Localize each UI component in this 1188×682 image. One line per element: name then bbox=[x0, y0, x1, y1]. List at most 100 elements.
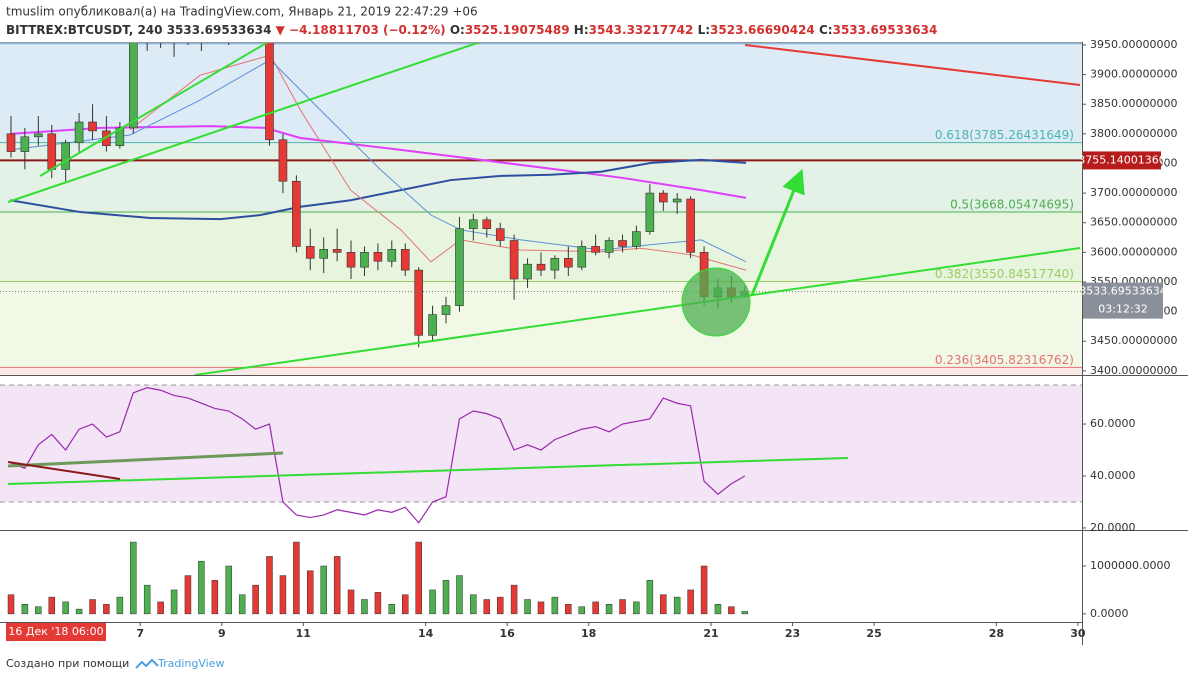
rsi-pane bbox=[0, 384, 1082, 524]
volume-bar bbox=[401, 594, 409, 615]
y-tick-label: 1000000.0000 bbox=[1090, 559, 1170, 572]
countdown-timer: 03:12:32 bbox=[1098, 303, 1147, 316]
volume-bar bbox=[89, 599, 96, 615]
candle-body bbox=[550, 257, 560, 271]
volume-bar bbox=[374, 592, 382, 615]
y-tick-label: 3950.00000000 bbox=[1090, 38, 1177, 51]
volume-bar bbox=[714, 604, 722, 615]
drawings bbox=[7, 42, 1081, 375]
candle-body bbox=[332, 249, 342, 253]
crosshair-label: 16 Дек '18 06:00 bbox=[8, 625, 103, 638]
volume-bar bbox=[388, 604, 396, 615]
candle-body bbox=[686, 198, 695, 253]
candle-body bbox=[659, 192, 668, 203]
forecast-arrow bbox=[750, 168, 805, 296]
y-tick-label: 3850.00000000 bbox=[1090, 97, 1177, 110]
candle-body bbox=[455, 228, 464, 306]
volume-bar bbox=[35, 606, 42, 615]
volume-bar bbox=[211, 580, 219, 615]
y-tick-label: 3900.00000000 bbox=[1090, 68, 1177, 81]
volume-pane bbox=[7, 541, 749, 615]
y-tick-label: 0.0000 bbox=[1090, 607, 1129, 620]
ohlc-value: 3523.66690424 bbox=[710, 23, 815, 37]
candle-body bbox=[672, 198, 682, 203]
labels: 16 Дек '18 06:00 3755.14001360 3533.69533… bbox=[6, 151, 1167, 641]
x-tick-label: 11 bbox=[296, 627, 311, 640]
candle-body bbox=[305, 246, 315, 259]
volume-bar bbox=[442, 580, 450, 615]
trend-line bbox=[7, 42, 481, 203]
last-price-label: 3533.69533634 bbox=[1079, 285, 1166, 298]
candle-body bbox=[278, 139, 288, 182]
volume-bar bbox=[470, 594, 477, 615]
candle-body bbox=[604, 240, 614, 253]
y-tick-label: 3600.00000000 bbox=[1090, 245, 1177, 258]
symbol: BITTREX:BTCUSDT, 240 bbox=[6, 23, 163, 37]
volume-bar bbox=[75, 608, 83, 615]
volume-bar bbox=[238, 594, 246, 615]
moving-average bbox=[10, 158, 747, 221]
candle-body bbox=[74, 121, 84, 144]
volume-bar bbox=[646, 580, 654, 615]
highlight-circle bbox=[681, 267, 751, 337]
rsi-drawings bbox=[7, 451, 849, 485]
volume-bar bbox=[62, 601, 69, 615]
volume-bar bbox=[415, 541, 422, 615]
volume-bar bbox=[361, 599, 368, 615]
volume-bar bbox=[21, 604, 29, 615]
trend-line bbox=[7, 451, 284, 468]
moving-average bbox=[10, 59, 747, 263]
volume-bar bbox=[143, 584, 151, 615]
ohlc-value: 3525.19075489 bbox=[465, 23, 570, 37]
trend-line bbox=[7, 457, 849, 485]
candle-body bbox=[618, 240, 627, 247]
volume-bar bbox=[496, 596, 504, 615]
y-tick-label: 3800.00000000 bbox=[1090, 127, 1177, 140]
volume-bar bbox=[225, 565, 232, 615]
volume-bar bbox=[306, 570, 314, 615]
candle-body bbox=[577, 246, 587, 268]
x-tick-label: 18 bbox=[581, 627, 596, 640]
volume-bar bbox=[252, 584, 259, 615]
rsi-line bbox=[10, 387, 746, 524]
volume-bar bbox=[551, 596, 559, 615]
candle-body bbox=[360, 252, 369, 268]
x-tick-label: 16 bbox=[500, 627, 516, 640]
candle-body bbox=[34, 133, 43, 138]
ohlc-key: O: bbox=[450, 23, 465, 37]
candle-body bbox=[632, 231, 641, 247]
volume-bar bbox=[524, 599, 531, 615]
candle-body bbox=[591, 246, 600, 253]
volume-bar bbox=[456, 575, 463, 615]
volume-bar bbox=[198, 560, 205, 615]
volume-bar bbox=[687, 589, 694, 615]
volume-bar bbox=[660, 594, 667, 615]
volume-bar bbox=[619, 599, 626, 615]
trend-line bbox=[7, 461, 121, 480]
volume-bar bbox=[130, 541, 137, 615]
change: ▼ −4.18811703 (−0.12%) bbox=[276, 23, 446, 37]
candle-body bbox=[319, 249, 329, 259]
volume-bar bbox=[116, 596, 124, 615]
candle-body bbox=[414, 269, 423, 336]
volume-bar bbox=[510, 584, 518, 615]
x-tick-label: 9 bbox=[218, 627, 226, 640]
ohlc-key: H: bbox=[574, 23, 589, 37]
x-tick-label: 23 bbox=[785, 627, 800, 640]
rsi-band bbox=[0, 385, 1082, 502]
x-tick-label: 7 bbox=[136, 627, 144, 640]
moving-average bbox=[10, 125, 747, 199]
last-price-box bbox=[1083, 282, 1163, 319]
symbol-line: BITTREX:BTCUSDT, 240 3533.69533634 ▼ −4.… bbox=[6, 23, 937, 37]
volume-bar bbox=[293, 541, 300, 615]
y-tick-label: 3700.00000000 bbox=[1090, 186, 1177, 199]
fib-label: 0.236(3405.82316762) bbox=[935, 353, 1074, 367]
volume-bar bbox=[48, 596, 56, 615]
x-tick-label: 21 bbox=[703, 627, 718, 640]
y-tick-label: 20.0000 bbox=[1090, 521, 1136, 534]
logo bbox=[135, 658, 159, 669]
ohlc-value: 3543.33217742 bbox=[589, 23, 694, 37]
volume-bar bbox=[429, 589, 436, 615]
volume-bar bbox=[565, 604, 572, 615]
ohlc-key: L: bbox=[698, 23, 710, 37]
